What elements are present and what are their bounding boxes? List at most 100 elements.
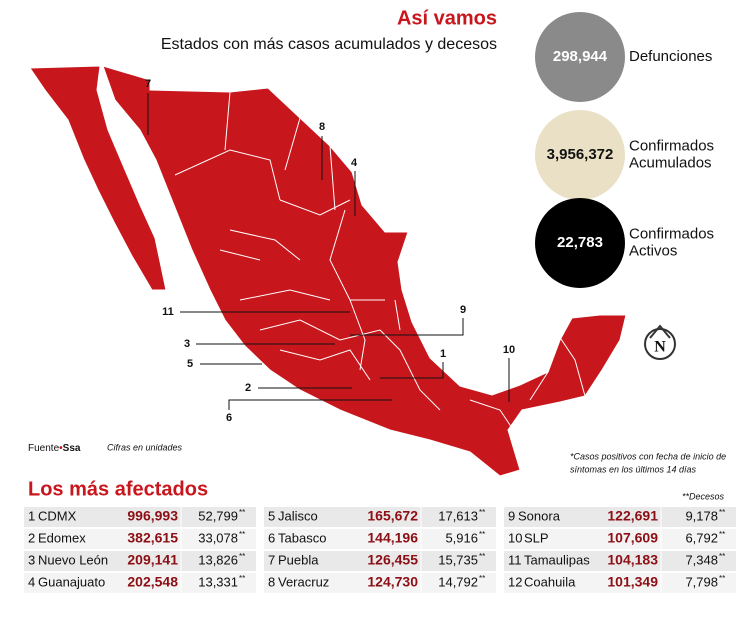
cases: 107,609 xyxy=(607,530,658,546)
table-row xyxy=(264,507,496,527)
death-marker: ** xyxy=(479,508,485,517)
state: Guanajuato xyxy=(38,574,105,589)
state: Tabasco xyxy=(278,530,326,545)
footnote: *Casos positivos con fecha de inicio de xyxy=(570,451,726,461)
map-label: 8 xyxy=(319,121,325,133)
death-marker: ** xyxy=(719,530,725,539)
leader-line xyxy=(380,362,444,379)
cases: 122,691 xyxy=(607,508,658,524)
death-marker: ** xyxy=(719,552,725,561)
source-part: Ssa xyxy=(63,443,81,454)
death-marker: ** xyxy=(239,530,245,539)
deaths: 5,916 xyxy=(445,530,478,545)
source-part: Fuente xyxy=(28,443,60,454)
map-label: 6 xyxy=(226,412,232,424)
table-row xyxy=(504,529,736,549)
death-marker: ** xyxy=(719,508,725,517)
rank: 8 xyxy=(268,574,275,589)
deaths: 17,613 xyxy=(438,508,478,523)
subtitle: Estados con más casos acumulados y deces… xyxy=(161,36,497,53)
cases: 144,196 xyxy=(367,530,418,546)
leader-lines xyxy=(147,93,510,410)
cases: 124,730 xyxy=(367,574,418,590)
stat-label: Confirmados xyxy=(629,225,714,242)
state: Coahuila xyxy=(524,574,576,589)
table-row xyxy=(24,573,256,593)
cases: 104,183 xyxy=(607,552,658,568)
stat-label: Acumulados xyxy=(629,154,712,171)
stat-label: Confirmados xyxy=(629,137,714,154)
table-title: Los más afectados xyxy=(28,478,208,500)
rank: 9 xyxy=(508,508,515,523)
cases: 382,615 xyxy=(127,530,178,546)
map-label: 7 xyxy=(145,78,151,90)
rank: 3 xyxy=(28,552,35,567)
stat-label: Activos xyxy=(629,242,677,259)
source-part: • xyxy=(59,443,63,454)
deaths: 13,331 xyxy=(198,574,238,589)
deaths: 7,798 xyxy=(685,574,718,589)
stat-value: 3,956,372 xyxy=(547,146,614,163)
table-row xyxy=(24,507,256,527)
table-row xyxy=(264,573,496,593)
rank: 10 xyxy=(508,530,522,545)
death-marker: ** xyxy=(479,574,485,583)
stat-value: 298,944 xyxy=(553,48,608,65)
stat-value: 22,783 xyxy=(557,234,603,251)
state: Veracruz xyxy=(278,574,329,589)
leader-line xyxy=(350,318,464,336)
cases: 126,455 xyxy=(367,552,418,568)
leader-line xyxy=(228,399,392,410)
death-marker: ** xyxy=(479,552,485,561)
stat-label: Defunciones xyxy=(629,48,712,65)
rank: 11 xyxy=(508,552,522,567)
cases: 996,993 xyxy=(127,508,178,524)
state: Nuevo León xyxy=(38,552,108,567)
map-label: 9 xyxy=(460,304,466,316)
death-marker: ** xyxy=(239,508,245,517)
stat-circle xyxy=(535,12,625,102)
footnote: síntomas en los últimos 14 días xyxy=(570,464,697,474)
rank: 5 xyxy=(268,508,275,523)
north-letter: N xyxy=(654,339,666,356)
north-arrow xyxy=(649,324,671,339)
death-marker: ** xyxy=(719,574,725,583)
mexico-map xyxy=(29,65,627,477)
deaths: 7,348 xyxy=(685,552,718,567)
table-row xyxy=(504,507,736,527)
table-row xyxy=(264,551,496,571)
state: Edomex xyxy=(38,530,86,545)
source-note: Cifras en unidades xyxy=(107,442,183,452)
deaths: 33,078 xyxy=(198,530,238,545)
cases: 165,672 xyxy=(367,508,418,524)
map-label: 1 xyxy=(440,348,446,360)
state: SLP xyxy=(524,530,549,545)
death-marker: ** xyxy=(479,530,485,539)
death-marker: ** xyxy=(239,552,245,561)
state: CDMX xyxy=(38,508,77,523)
deaths: 6,792 xyxy=(685,530,718,545)
deaths: 9,178 xyxy=(685,508,718,523)
state: Tamaulipas xyxy=(524,552,590,567)
deaths: 52,799 xyxy=(198,508,238,523)
table-row xyxy=(504,573,736,593)
table-row xyxy=(24,529,256,549)
table-row xyxy=(264,529,496,549)
map xyxy=(29,65,627,477)
rank: 4 xyxy=(28,574,35,589)
rank: 1 xyxy=(28,508,35,523)
deaths: 14,792 xyxy=(438,574,478,589)
table-legend: **Decesos xyxy=(682,491,725,501)
stat-circle xyxy=(535,110,625,200)
stat-circle xyxy=(535,198,625,288)
rank: 2 xyxy=(28,530,35,545)
title: Así vamos xyxy=(397,7,497,29)
state: Jalisco xyxy=(278,508,318,523)
map-label: 5 xyxy=(187,358,193,370)
map-label: 10 xyxy=(503,344,515,356)
rank: 7 xyxy=(268,552,275,567)
rank: 6 xyxy=(268,530,275,545)
rank: 12 xyxy=(508,574,522,589)
map-label: 4 xyxy=(351,157,358,169)
